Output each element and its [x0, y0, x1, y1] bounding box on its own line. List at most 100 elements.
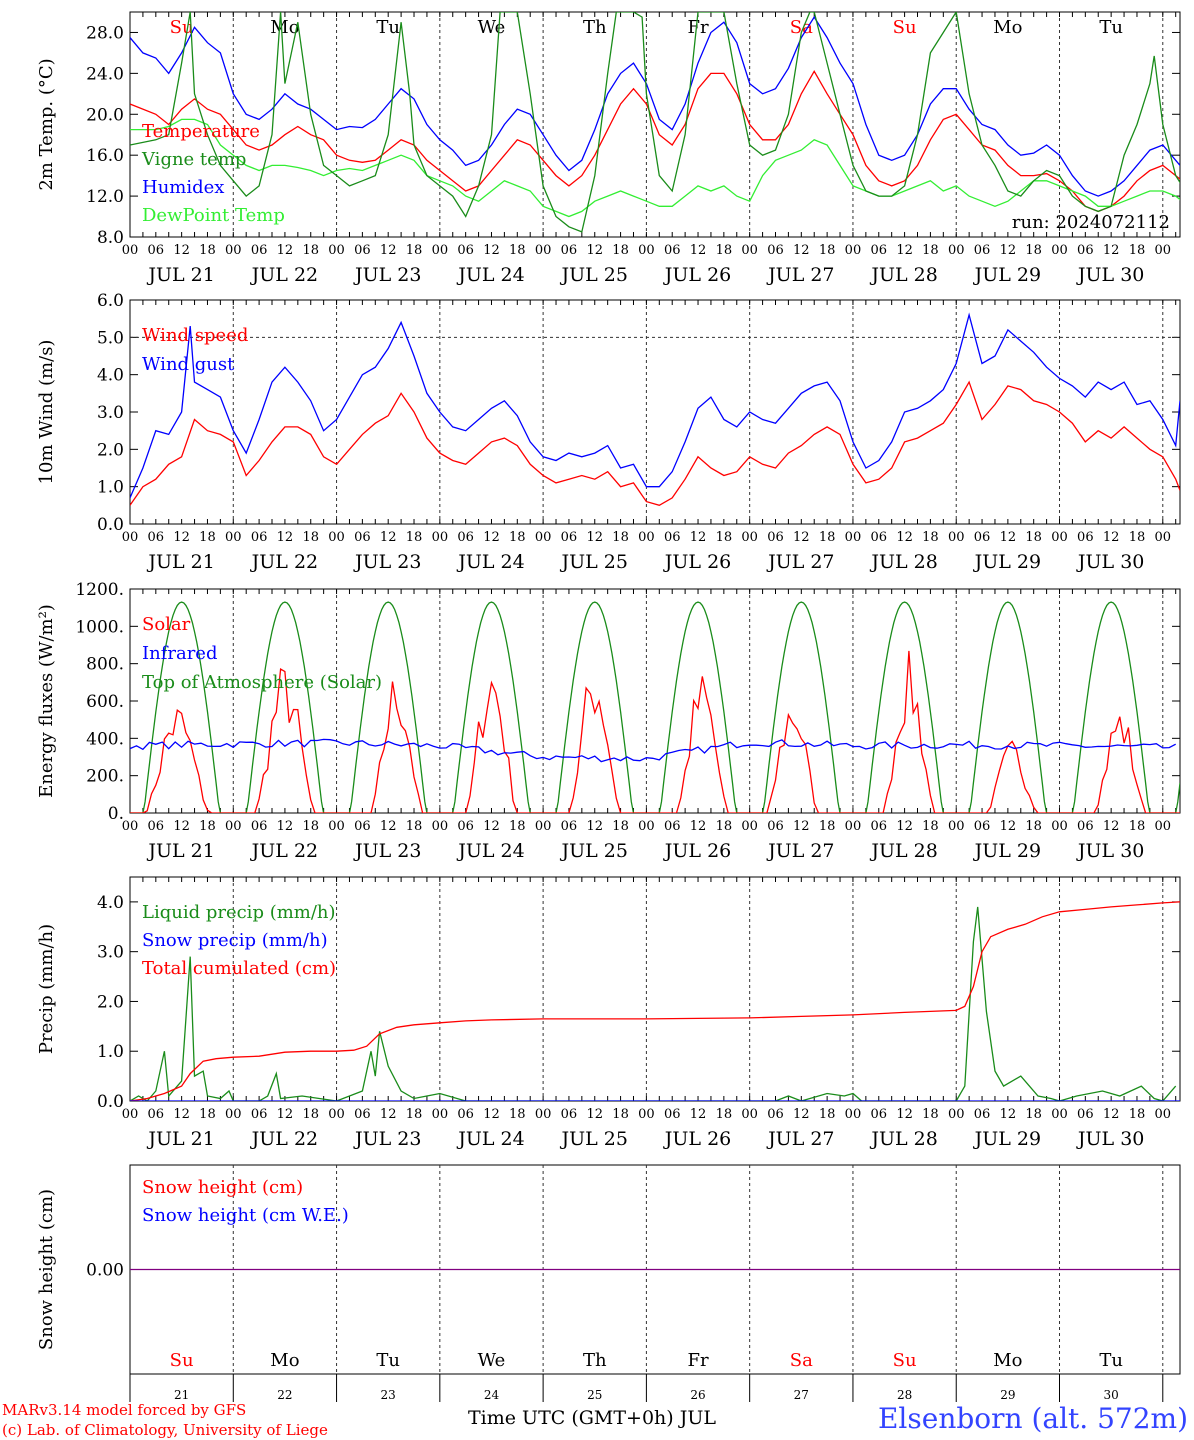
legend-entry: DewPoint Temp	[142, 205, 285, 226]
hour-tick-label: 00	[845, 243, 862, 258]
hour-tick-label: 00	[741, 819, 758, 834]
date-label: JUL 24	[456, 551, 524, 573]
hour-tick-label: 06	[457, 243, 474, 258]
weekday-label: Mo	[993, 17, 1022, 38]
hour-tick-label: 12	[1000, 1107, 1017, 1122]
hour-tick-label: 06	[767, 243, 784, 258]
hour-tick-label: 18	[716, 1107, 733, 1122]
hour-tick-label: 00	[845, 819, 862, 834]
date-number: 29	[1000, 1388, 1015, 1402]
hour-tick-label: 18	[302, 1107, 319, 1122]
y-tick-label: 0.00	[86, 1261, 124, 1281]
hour-tick-label: 12	[380, 819, 397, 834]
hour-tick-label: 06	[148, 243, 165, 258]
hour-tick-label: 06	[1077, 1107, 1094, 1122]
hour-tick-label: 00	[638, 819, 655, 834]
hour-tick-label: 06	[870, 819, 887, 834]
hour-tick-label: 00	[741, 243, 758, 258]
date-label: JUL 24	[456, 1128, 524, 1150]
date-label: JUL 27	[766, 551, 834, 573]
weekday-label: Sa	[790, 1350, 813, 1371]
hour-tick-label: 00	[1155, 530, 1172, 545]
hour-tick-label: 12	[586, 243, 603, 258]
hour-tick-label: 06	[354, 819, 371, 834]
y-tick-label: 6.0	[97, 291, 124, 311]
y-tick-label: 1200.	[75, 580, 124, 600]
legend-entry: Snow height (cm)	[142, 1177, 303, 1198]
hour-tick-label: 18	[716, 530, 733, 545]
legend-entry: Snow height (cm W.E.)	[142, 1205, 349, 1226]
credit-line-1: MARv3.14 model forced by GFS	[2, 1401, 246, 1419]
date-label: JUL 23	[353, 264, 421, 286]
weekday-label: Tu	[376, 17, 400, 38]
hour-tick-label: 00	[948, 819, 965, 834]
y-axis-label: Snow height (cm)	[36, 1189, 57, 1350]
date-label: JUL 23	[353, 551, 421, 573]
date-number: 27	[794, 1388, 809, 1402]
date-number: 28	[897, 1388, 912, 1402]
y-tick-label: 16.0	[86, 146, 124, 166]
hour-tick-label: 12	[277, 819, 294, 834]
credit-line-2: (c) Lab. of Climatology, University of L…	[2, 1421, 328, 1439]
hour-tick-label: 00	[1051, 1107, 1068, 1122]
hour-tick-label: 00	[1051, 243, 1068, 258]
date-label: JUL 25	[560, 264, 628, 286]
hour-tick-label: 06	[767, 1107, 784, 1122]
y-tick-label: 4.0	[97, 893, 124, 913]
weekday-label: Su	[893, 17, 917, 38]
weekday-label: Mo	[270, 17, 299, 38]
hour-tick-label: 00	[741, 530, 758, 545]
hour-tick-label: 18	[1129, 530, 1146, 545]
y-tick-label: 8.0	[97, 228, 124, 248]
y-tick-label: 1000.	[75, 617, 124, 637]
hour-tick-label: 06	[664, 243, 681, 258]
legend-entry: Wind gust	[142, 354, 235, 375]
hour-tick-label: 00	[535, 1107, 552, 1122]
hour-tick-label: 18	[819, 243, 836, 258]
series-line-infrared	[130, 738, 1177, 763]
hour-tick-label: 06	[354, 243, 371, 258]
y-tick-label: 24.0	[86, 64, 124, 84]
hour-tick-label: 18	[1129, 1107, 1146, 1122]
date-label: JUL 26	[663, 840, 731, 862]
hour-tick-label: 12	[1103, 819, 1120, 834]
series-line-wind-speed	[130, 380, 1180, 507]
legend-entry: Wind speed	[142, 325, 248, 346]
hour-tick-label: 12	[1103, 1107, 1120, 1122]
date-label: JUL 21	[146, 551, 214, 573]
hour-tick-label: 06	[251, 243, 268, 258]
hour-tick-label: 18	[612, 530, 629, 545]
plot-area	[130, 601, 1180, 813]
hour-tick-label: 00	[741, 1107, 758, 1122]
hour-tick-label: 06	[974, 243, 991, 258]
date-label: JUL 28	[869, 1128, 937, 1150]
y-tick-label: 5.0	[97, 328, 124, 348]
hour-tick-label: 00	[535, 819, 552, 834]
weekday-label: Th	[583, 17, 607, 38]
date-label: JUL 29	[973, 840, 1041, 862]
legend-entry: Vigne temp	[141, 149, 246, 170]
weekday-label: Sa	[790, 17, 813, 38]
panel-wind: 0.0 1.0 2.0 3.0 4.0 5.0 6.0 10m Wind (m/s) 00 06 1…	[36, 291, 1181, 573]
hour-tick-label: 06	[870, 1107, 887, 1122]
y-tick-label: 20.0	[86, 105, 124, 125]
panel-precip: 0.0 1.0 2.0 3.0 4.0 Precip (mm/h) 00 06 12 18 JUL …	[36, 876, 1181, 1150]
date-label: JUL 25	[560, 1128, 628, 1150]
hour-tick-label: 18	[922, 1107, 939, 1122]
date-number: 21	[174, 1388, 189, 1402]
hour-tick-label: 12	[1000, 530, 1017, 545]
hour-tick-label: 00	[1155, 243, 1172, 258]
hour-tick-label: 00	[122, 243, 139, 258]
date-label: JUL 22	[250, 840, 318, 862]
weekday-label: Mo	[993, 1350, 1022, 1371]
hour-tick-label: 12	[586, 1107, 603, 1122]
hour-tick-label: 12	[380, 243, 397, 258]
y-tick-label: 400.	[86, 729, 124, 749]
date-label: JUL 28	[869, 840, 937, 862]
hour-tick-label: 18	[819, 819, 836, 834]
weekday-label: Su	[170, 1350, 194, 1371]
hour-tick-label: 18	[406, 819, 423, 834]
hour-tick-label: 00	[845, 530, 862, 545]
weekday-label: Tu	[1099, 1350, 1123, 1371]
